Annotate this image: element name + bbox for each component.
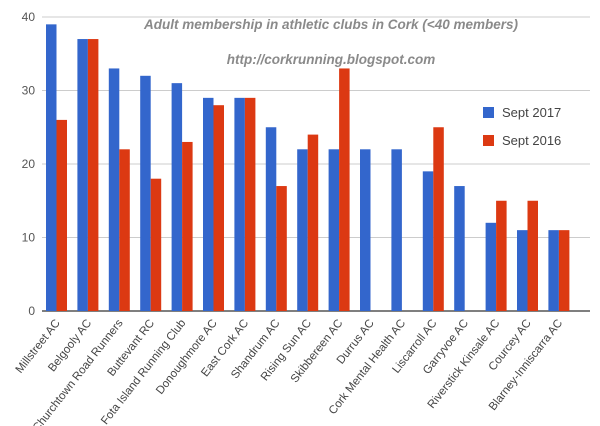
bar-sept-2016 xyxy=(276,186,287,311)
bar-sept-2017 xyxy=(171,83,183,312)
bar-sept-2017 xyxy=(297,149,308,311)
bar-sept-2017 xyxy=(391,149,402,311)
bar-sept-2017 xyxy=(485,222,497,311)
bar-sept-2016 xyxy=(119,149,130,311)
bar-sept-2017 xyxy=(454,186,465,311)
chart-subtitle: http://corkrunning.blogspot.com xyxy=(227,52,435,67)
y-tick-label: 20 xyxy=(22,157,36,171)
bar-sept-2016 xyxy=(150,178,162,311)
bar-sept-2016 xyxy=(558,230,570,311)
y-tick-label: 0 xyxy=(28,304,35,318)
bar-sept-2017 xyxy=(234,97,245,311)
legend: Sept 2017 Sept 2016 xyxy=(483,105,561,148)
bar-sept-2016 xyxy=(244,97,256,311)
bar-sept-2017 xyxy=(265,127,277,311)
bar-sept-2016 xyxy=(527,200,538,311)
bar-sept-2016 xyxy=(307,134,319,311)
bar-sept-2017 xyxy=(77,39,88,312)
legend-label: Sept 2017 xyxy=(502,105,561,120)
bar-sept-2017 xyxy=(46,24,57,311)
bar-sept-2016 xyxy=(87,39,99,312)
bar-sept-2017 xyxy=(517,230,528,311)
bar-sept-2017 xyxy=(360,149,371,311)
bar-sept-2016 xyxy=(433,127,444,311)
legend-swatch xyxy=(483,107,494,118)
y-tick-label: 10 xyxy=(22,231,36,245)
bar-sept-2017 xyxy=(108,68,120,311)
bar-sept-2016 xyxy=(56,119,67,312)
bar-sept-2017 xyxy=(328,149,340,311)
y-axis-ticks: 0 10 20 30 40 xyxy=(22,10,36,318)
y-tick-label: 30 xyxy=(22,84,36,98)
y-tick-label: 40 xyxy=(22,10,36,24)
bar-sept-2017 xyxy=(422,171,434,311)
bar-sept-2017 xyxy=(203,97,214,311)
bars xyxy=(46,24,570,312)
bar-sept-2016 xyxy=(182,141,193,311)
bar-sept-2016 xyxy=(339,68,350,311)
legend-label: Sept 2016 xyxy=(502,133,561,148)
bar-sept-2016 xyxy=(213,105,224,311)
bar-sept-2017 xyxy=(548,230,559,311)
bar-sept-2017 xyxy=(140,75,151,311)
chart-title: Adult membership in athletic clubs in Co… xyxy=(143,17,518,32)
legend-swatch xyxy=(483,135,494,146)
bar-sept-2016 xyxy=(496,200,507,311)
